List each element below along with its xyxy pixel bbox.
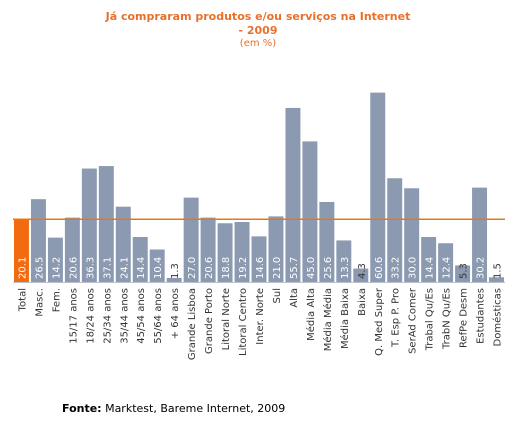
category-label-0: Total xyxy=(17,288,28,312)
bar-23 xyxy=(404,188,420,282)
bar-16 xyxy=(285,107,301,282)
bar-17 xyxy=(302,141,318,282)
bar-18 xyxy=(319,202,335,282)
bar-28 xyxy=(489,277,504,282)
bar-25 xyxy=(438,243,454,282)
source-label: Fonte: xyxy=(62,402,102,415)
value-label-8: 10.4 xyxy=(153,257,164,279)
source-note: Fonte: Marktest, Bareme Internet, 2009 xyxy=(62,402,285,415)
bar-5 xyxy=(98,166,114,282)
category-label-16: Alta xyxy=(289,288,300,308)
value-label-5: 37.1 xyxy=(102,257,113,279)
bar-3 xyxy=(64,217,80,282)
value-label-20: 4.3 xyxy=(357,263,368,279)
category-label-5: 25/34 anos xyxy=(102,288,113,344)
value-label-3: 20.6 xyxy=(68,257,79,279)
category-label-1: Masc. xyxy=(34,288,45,317)
bar-24 xyxy=(421,237,437,282)
bar-15 xyxy=(268,216,284,282)
value-label-24: 14.4 xyxy=(425,257,436,279)
bar-22 xyxy=(387,178,403,282)
bar-11 xyxy=(200,217,216,282)
bar-21 xyxy=(370,92,386,282)
bar-27 xyxy=(472,187,488,282)
category-label-13: Litoral Centro xyxy=(238,288,249,356)
source-text: Marktest, Bareme Internet, 2009 xyxy=(101,402,286,415)
value-label-9: 1.3 xyxy=(170,263,181,279)
value-label-4: 36.3 xyxy=(85,257,96,279)
bar-8 xyxy=(149,249,165,282)
value-label-18: 25.6 xyxy=(323,257,334,279)
value-label-10: 27.0 xyxy=(187,257,198,279)
value-label-21: 60.6 xyxy=(374,257,385,279)
category-label-18: Média Média xyxy=(322,288,334,351)
value-label-2: 14.2 xyxy=(51,257,62,279)
category-label-9: + 64 anos xyxy=(170,288,181,339)
category-label-23: SerAd Comer xyxy=(408,287,419,354)
value-label-17: 45.0 xyxy=(306,257,317,279)
value-label-26: 5.3 xyxy=(459,263,470,279)
value-label-1: 26.5 xyxy=(34,257,45,279)
value-label-11: 20.6 xyxy=(204,257,215,279)
value-label-15: 21.0 xyxy=(272,257,283,279)
category-label-3: 15/17 anos xyxy=(68,288,79,344)
chart-title: Já compraram produtos e/ou serviços na I… xyxy=(105,10,411,23)
category-label-22: T. Esp P. Pro xyxy=(391,288,402,348)
category-label-21: Q. Med Super xyxy=(374,287,385,356)
bar-14 xyxy=(251,236,267,282)
bar-2 xyxy=(47,237,63,282)
category-label-11: Grande Porto xyxy=(204,288,215,354)
category-label-26: RefPe Desm xyxy=(459,288,470,348)
category-label-6: 35/44 anos xyxy=(119,288,130,344)
value-label-22: 33.2 xyxy=(391,257,402,279)
bar-12 xyxy=(217,223,233,282)
category-label-2: Fem. xyxy=(51,288,62,312)
category-label-12: Litoral Norte xyxy=(221,288,232,350)
category-label-15: Sul xyxy=(272,288,283,303)
category-label-8: 55/64 anos xyxy=(153,288,164,344)
value-label-27: 30.2 xyxy=(476,257,487,279)
chart-title-year: - 2009 xyxy=(238,24,278,37)
bar-19 xyxy=(336,240,352,282)
bar-13 xyxy=(234,222,250,282)
category-label-14: Inter. Norte xyxy=(255,288,266,345)
bar-4 xyxy=(81,168,97,282)
category-label-25: TrabN Qu/Es xyxy=(442,288,453,350)
value-label-14: 14.6 xyxy=(255,257,266,279)
value-label-28: 1.5 xyxy=(493,263,504,279)
category-label-4: 18/24 anos xyxy=(85,288,96,344)
bar-9 xyxy=(166,277,182,282)
value-label-6: 24.1 xyxy=(119,257,130,279)
value-label-12: 18.8 xyxy=(221,257,232,279)
value-label-19: 13.3 xyxy=(340,257,351,279)
value-label-23: 30.0 xyxy=(408,257,419,279)
bar-0 xyxy=(14,219,29,282)
bar-20 xyxy=(353,268,369,282)
chart-subtitle: (em %) xyxy=(239,38,277,49)
value-label-13: 19.2 xyxy=(238,257,249,279)
value-label-25: 12.4 xyxy=(442,257,453,279)
value-label-16: 55.7 xyxy=(289,257,300,279)
category-label-10: Grande Lisboa xyxy=(187,288,198,360)
category-label-20: Baixa xyxy=(357,288,368,316)
bar-7 xyxy=(132,237,148,282)
category-label-17: Média Alta xyxy=(305,288,317,341)
bar-6 xyxy=(115,206,131,282)
category-label-7: 45/54 anos xyxy=(136,288,147,344)
bar-26 xyxy=(455,265,471,282)
value-label-0: 20.1 xyxy=(17,257,28,279)
value-label-7: 14.4 xyxy=(136,257,147,279)
category-label-24: Trabal Qu/Es xyxy=(425,288,436,351)
category-label-28: Domésticas xyxy=(492,288,504,346)
category-label-19: Média Baixa xyxy=(339,288,351,349)
category-label-27: Estudantes xyxy=(476,288,487,344)
